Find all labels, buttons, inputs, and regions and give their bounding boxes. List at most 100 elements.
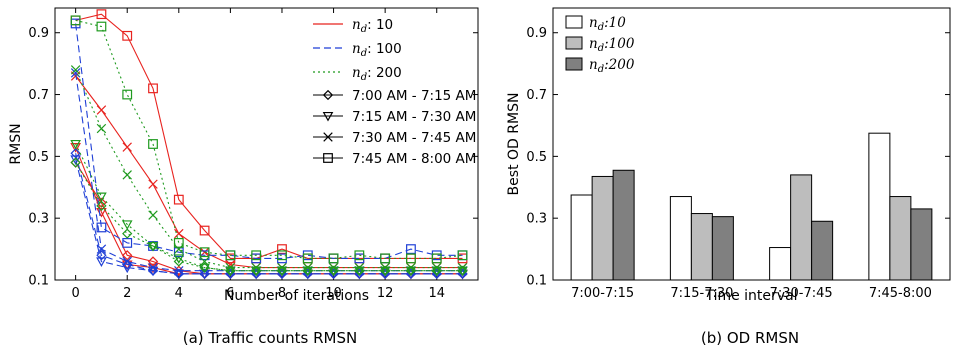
chart-a-data-point	[122, 142, 132, 152]
chart-a-data-point	[457, 262, 468, 273]
chart-b-bar	[889, 196, 912, 281]
chart-a-data-point	[96, 192, 107, 203]
chart-a-caption: (a) Traffic counts RMSN	[183, 329, 358, 347]
chart-a-series	[70, 157, 468, 279]
chart-b-bar	[811, 220, 834, 281]
chart-b-xlabel: Time interval	[704, 288, 797, 304]
chart-a-xtick-label: 4	[175, 286, 183, 301]
chart-a-data-point	[225, 262, 236, 273]
chart-a-data-point	[199, 225, 210, 236]
chart-a-data-point	[122, 259, 133, 270]
chart-a-legend-label: nd: 100	[352, 41, 402, 59]
chart-a-data-point	[148, 262, 158, 273]
chart-b-bar	[910, 208, 933, 281]
chart-a: 0 2 4 6 8 10 12 14 0.1 0.3 0.5 0.7 0.9 Number of iter…	[8, 7, 479, 347]
chart-b-ytick-label: 0.5	[526, 150, 547, 165]
chart-a-data-point	[122, 170, 132, 180]
chart-b-xtick-label: 7:30-7:45	[770, 286, 833, 301]
chart-a-data-point	[96, 9, 107, 20]
chart-a-data-point	[328, 253, 339, 264]
chart-a-data-point	[277, 244, 287, 254]
chart-a-series-line	[75, 162, 463, 272]
chart-b-legend-swatch	[565, 15, 583, 29]
chart-b-legend: nd:10 nd:100 nd:200	[565, 15, 635, 75]
chart-a-data-point	[96, 21, 107, 32]
chart-a-data-point	[302, 253, 313, 264]
chart-b: 0.1 0.3 0.5 0.7 0.9 7:00-7:15 7:15-7:30 7:30-7:…	[506, 7, 951, 347]
chart-a-xtick-label: 10	[325, 286, 342, 301]
chart-a-series	[70, 155, 468, 280]
chart-a-series-line	[75, 162, 463, 275]
chart-a-data-point	[148, 83, 158, 94]
chart-a-ytick-label: 0.1	[28, 274, 49, 289]
chart-a-series-line	[75, 143, 463, 272]
chart-a-series-line	[75, 72, 463, 272]
chart-b-bar	[669, 196, 692, 281]
chart-b-legend-label: nd:100	[589, 36, 635, 54]
chart-a-data-point	[70, 139, 81, 150]
chart-a-data-point	[277, 262, 287, 273]
chart-a-ytick-label: 0.9	[28, 26, 49, 41]
chart-a-data-point	[148, 139, 158, 149]
chart-a-data-point	[122, 228, 133, 239]
chart-b-legend-label: nd:200	[589, 57, 635, 75]
chart-b-legend-swatch	[565, 36, 583, 50]
chart-a-legend-label: 7:45 AM - 8:00 AM	[352, 151, 476, 167]
chart-a-data-point	[174, 244, 184, 254]
chart-a-data-point	[406, 262, 416, 273]
chart-a-data-point	[96, 257, 107, 267]
chart-a-data-point	[174, 228, 184, 239]
chart-a-data-point	[96, 200, 107, 211]
chart-a-ytick-label: 0.5	[28, 150, 49, 165]
chart-a-legend-label: nd: 10	[352, 17, 393, 35]
chart-a-data-point	[70, 157, 81, 168]
chart-a-data-point	[303, 262, 313, 273]
chart-b-ytick-label: 0.1	[526, 274, 547, 289]
chart-a-xtick-label: 8	[278, 286, 286, 301]
chart-b-bar	[591, 175, 614, 281]
chart-a-series-line	[75, 75, 463, 269]
chart-a-data-point	[173, 238, 184, 248]
chart-a-data-point	[96, 244, 107, 254]
chart-a-ytick-label: 0.7	[28, 88, 49, 103]
chart-a-legend-label: 7:30 AM - 7:45 AM	[352, 130, 476, 146]
chart-a-data-point	[96, 222, 107, 233]
chart-a-data-point	[199, 256, 210, 267]
chart-a-data-point	[199, 263, 210, 274]
chart-a-data-point	[147, 241, 159, 252]
chart-b-legend-label: nd:10	[589, 15, 626, 33]
chart-a-data-point	[406, 253, 416, 264]
chart-a-legend-marker	[323, 153, 333, 163]
chart-a-data-point	[173, 265, 184, 276]
chart-a-data-point	[173, 256, 184, 267]
chart-b-caption: (b) OD RMSN	[701, 329, 799, 347]
chart-a-data-point	[406, 244, 416, 254]
chart-b-xtick-label: 7:45-8:00	[869, 286, 932, 301]
chart-a-xtick-label: 0	[71, 286, 79, 301]
chart-b-bar	[868, 132, 891, 281]
chart-b-ylabel: Best OD RMSN	[506, 93, 522, 196]
chart-a-series	[70, 65, 468, 273]
chart-b-ytick-label: 0.9	[526, 26, 547, 41]
chart-a-legend-marker	[322, 89, 334, 101]
chart-a-data-point	[173, 254, 185, 264]
chart-a-data-point	[122, 256, 132, 267]
chart-a-data-point	[380, 253, 391, 264]
chart-b-plot-frame	[552, 7, 951, 281]
chart-a-legend-marker	[323, 132, 333, 142]
chart-a-xtick-label: 14	[428, 286, 445, 301]
chart-a-xtick-label: 12	[377, 286, 394, 301]
chart-a-data-point	[70, 65, 81, 75]
chart-a-series-line	[75, 153, 463, 275]
chart-b-bar	[612, 169, 635, 281]
chart-a-data-point	[148, 210, 158, 220]
chart-a-legend-marker	[322, 111, 334, 122]
chart-a-ytick-label: 0.3	[28, 212, 49, 227]
chart-b-xtick-label: 7:15-7:30	[670, 286, 733, 301]
chart-a-series-line	[75, 23, 463, 259]
chart-a-plot-frame	[54, 7, 479, 281]
chart-a-data-point	[174, 266, 184, 276]
chart-a-data-point	[457, 250, 468, 261]
chart-b-xtick-label: 7:00-7:15	[571, 286, 634, 301]
